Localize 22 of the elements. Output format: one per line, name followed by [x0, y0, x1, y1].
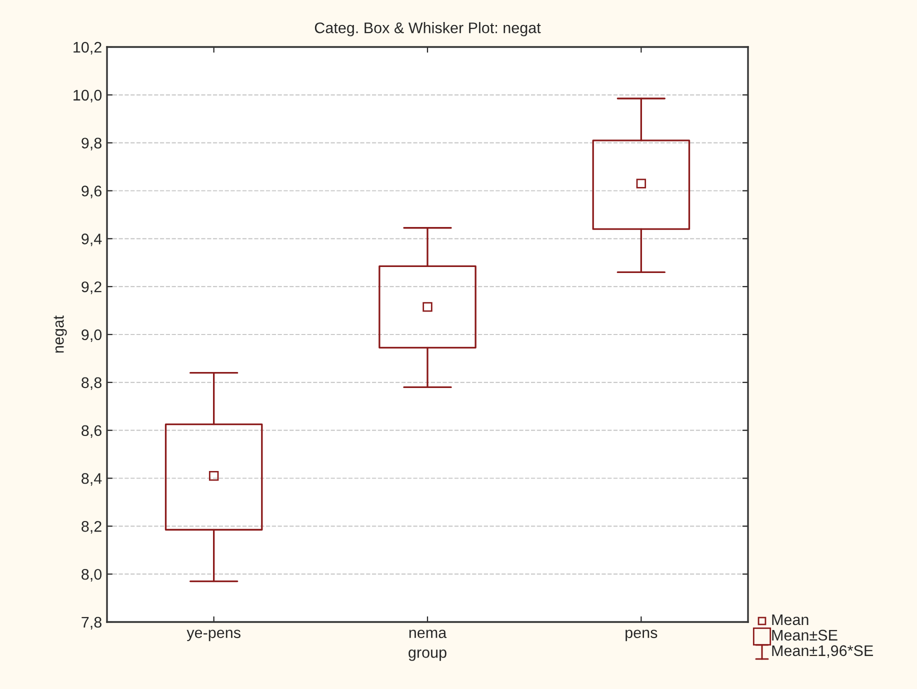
text: Mean: [772, 614, 808, 626]
x-tick-label: nema: [409, 630, 447, 638]
y-tick-label: 9,2: [82, 281, 102, 294]
y-tick-label: 8,0: [82, 568, 102, 582]
y-tick-label: 9,4: [82, 234, 102, 246]
y-tick-label: 10,2: [74, 42, 102, 54]
y-tick-label: 9,8: [82, 138, 102, 150]
text: Mean±SE: [772, 630, 838, 641]
y-tick-label: 8,2: [82, 521, 102, 534]
y-tick-label: 9,6: [82, 186, 102, 198]
x-tick-label: pens: [626, 630, 658, 642]
text: Mean±1,96*SE: [772, 645, 874, 658]
y-tick-label: 8,8: [82, 377, 102, 390]
y-axis-title: negat: [54, 315, 67, 353]
y-tick-label: 9,0: [82, 329, 102, 342]
y-tick-label: 8,6: [82, 425, 102, 438]
x-tick-label: ye-pens: [186, 630, 240, 642]
y-tick-label: 7,8: [82, 616, 102, 630]
y-tick-label: 10,0: [74, 90, 102, 102]
chart-title: Categ. Box & Whisker Plot: negat: [314, 22, 541, 36]
y-tick-label: 8,4: [82, 473, 102, 486]
x-axis-title: group: [408, 650, 446, 661]
